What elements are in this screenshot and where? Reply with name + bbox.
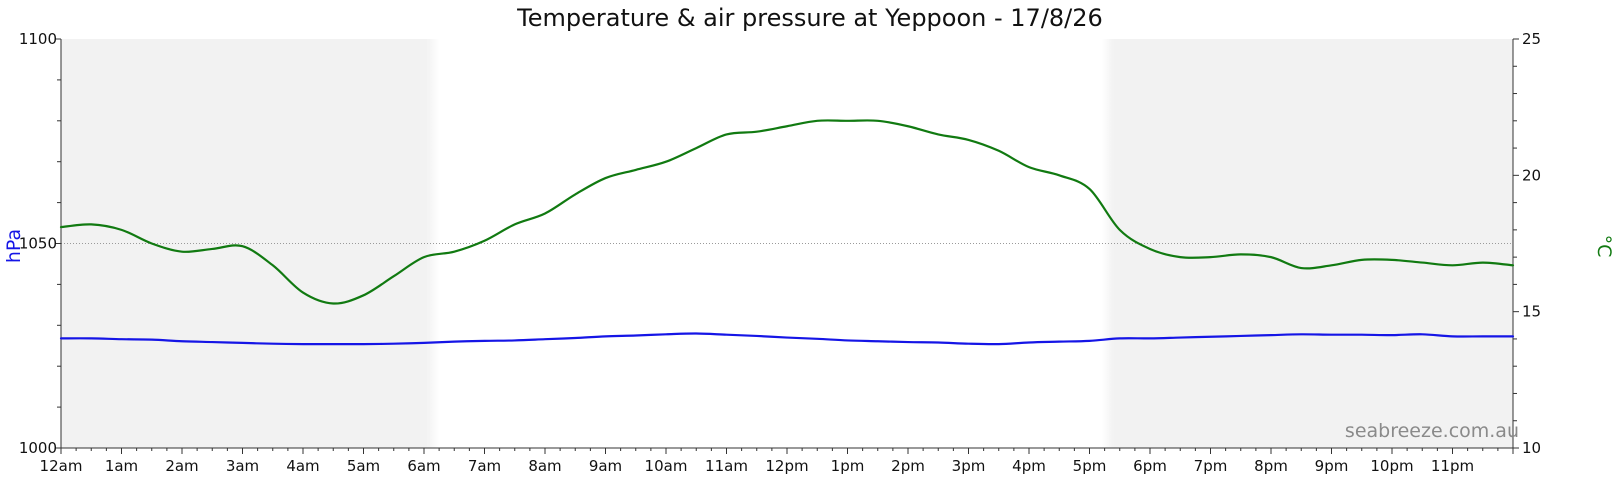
x-tick-label: 10am (645, 457, 688, 475)
x-tick-label: 5pm (1073, 457, 1107, 475)
right-tick-label: 10 (1522, 439, 1541, 457)
x-tick-label: 3pm (952, 457, 986, 475)
x-tick-label: 3am (226, 457, 259, 475)
series-layer (59, 119, 1515, 346)
left-tick-label: 1100 (19, 30, 57, 48)
left-axis-title: hPa (3, 229, 25, 263)
left-tick-label: 1050 (19, 235, 57, 253)
night-shade-edge-1 (1101, 39, 1114, 448)
left-tick-label: 1000 (19, 439, 57, 457)
x-tick-label: 9am (589, 457, 622, 475)
x-tick-label: 12pm (765, 457, 808, 475)
x-tick-label: 2pm (891, 457, 925, 475)
x-tick-label: 5am (347, 457, 380, 475)
x-tick-label: 2am (165, 457, 198, 475)
x-tick-label: 4am (286, 457, 319, 475)
x-tick-label: 8am (528, 457, 561, 475)
temperature-line (59, 119, 1515, 305)
x-tick-label: 8pm (1254, 457, 1288, 475)
x-tick-label: 6pm (1133, 457, 1167, 475)
right-tick-label: 25 (1522, 30, 1541, 48)
x-tick-label: 7pm (1194, 457, 1228, 475)
x-tick-label: 1am (105, 457, 138, 475)
chart-title: Temperature & air pressure at Yeppoon - … (516, 4, 1103, 32)
x-tick-label: 11am (705, 457, 748, 475)
right-tick-label: 15 (1522, 303, 1541, 321)
x-tick-label: 7am (468, 457, 501, 475)
x-tick-label: 1pm (831, 457, 865, 475)
pressure-line (59, 332, 1515, 346)
watermark-text: seabreeze.com.au (1345, 420, 1519, 442)
right-axis-title: °C (1593, 235, 1615, 258)
x-tick-label: 6am (407, 457, 440, 475)
x-tick-label: 12am (40, 457, 83, 475)
x-tick-label: 10pm (1370, 457, 1413, 475)
night-shading-layer (61, 39, 1513, 448)
right-tick-label: 20 (1522, 166, 1541, 184)
axes-layer: 1000 1050 1100 10 15 20 25 12am 1am 2am 3am 4am 5am 6… (19, 30, 1541, 475)
x-tick-label: 9pm (1315, 457, 1349, 475)
x-tick-label: 4pm (1012, 457, 1046, 475)
x-tick-label: 11pm (1431, 457, 1474, 475)
